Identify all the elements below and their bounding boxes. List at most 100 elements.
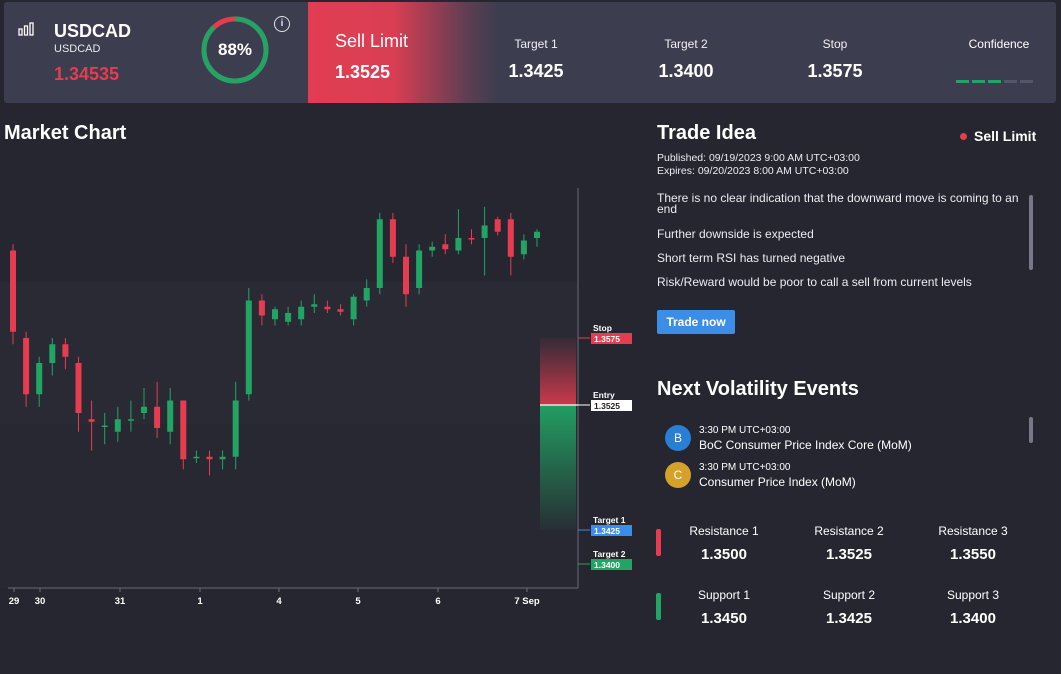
order-type-label: Sell Limit bbox=[335, 31, 409, 51]
market-chart[interactable]: Stop 1.3575 Entry 1.3525 Target 1 1.3425 Targe… bbox=[0, 150, 640, 610]
volatility-title: Next Volatility Events bbox=[657, 378, 859, 400]
idea-point: Risk/Reward would be poor to call a sell… bbox=[657, 275, 972, 289]
support-3: Support 3 1.3400 bbox=[913, 588, 1033, 627]
expires-date: Expires: 09/20/2023 8:00 AM UTC+03:00 bbox=[657, 165, 849, 177]
candle-body bbox=[101, 425, 108, 427]
candle-body bbox=[429, 246, 436, 251]
target1-label: Target 1 bbox=[514, 37, 558, 51]
x-tick-label: 6 bbox=[435, 596, 440, 607]
candle-body bbox=[494, 219, 501, 232]
info-icon[interactable]: i bbox=[274, 16, 290, 32]
entry-label: Entry bbox=[593, 390, 615, 400]
candle-body bbox=[350, 296, 357, 320]
x-tick-label: 30 bbox=[35, 596, 46, 607]
candle-body bbox=[442, 244, 449, 250]
confidence-bar bbox=[988, 80, 1001, 83]
candle-body bbox=[127, 419, 134, 421]
candle-body bbox=[10, 250, 16, 332]
candle-body bbox=[311, 304, 318, 307]
candle-body bbox=[23, 338, 30, 395]
support-value: 1.3425 bbox=[826, 610, 872, 627]
confidence-bars bbox=[956, 70, 1036, 88]
event-name: BoC Consumer Price Index Core (MoM) bbox=[699, 438, 912, 452]
support-1: Support 1 1.3450 bbox=[664, 588, 784, 627]
x-tick-label: 1 bbox=[197, 596, 203, 607]
target2-tag bbox=[591, 559, 632, 570]
stop-tag bbox=[591, 333, 632, 344]
candle-body bbox=[49, 344, 56, 363]
resistance-label: Resistance 1 bbox=[689, 524, 759, 538]
candle-body bbox=[219, 456, 226, 460]
candle-body bbox=[167, 400, 174, 432]
published-date: Published: 09/19/2023 9:00 AM UTC+03:00 bbox=[657, 152, 860, 164]
support-label: Support 2 bbox=[822, 588, 876, 602]
trade-idea-title: Trade Idea bbox=[657, 122, 756, 144]
candle-body bbox=[468, 238, 475, 240]
target2-label: Target 2 bbox=[593, 549, 626, 559]
candle-body bbox=[75, 363, 82, 413]
currency-badge-icon: C bbox=[665, 462, 691, 488]
candle-body bbox=[180, 400, 187, 460]
candle-body bbox=[245, 300, 252, 395]
resistance-value: 1.3525 bbox=[826, 546, 872, 563]
target1-value: 1.3425 bbox=[594, 526, 620, 536]
order-type-box: Sell Limit 1.3525 bbox=[308, 2, 498, 103]
candle-body bbox=[36, 363, 43, 395]
trade-now-button[interactable]: Trade now bbox=[657, 310, 735, 334]
support-value: 1.3450 bbox=[701, 610, 747, 627]
volatility-scrollbar[interactable] bbox=[1029, 417, 1033, 443]
confidence-label: Confidence bbox=[968, 37, 1030, 51]
target2-value: 1.3400 bbox=[594, 560, 620, 570]
candle-body bbox=[416, 250, 423, 288]
candle-body bbox=[232, 400, 239, 457]
bar-chart-icon[interactable] bbox=[18, 22, 34, 36]
support-value: 1.3400 bbox=[950, 610, 996, 627]
sell-dot-icon bbox=[960, 133, 967, 140]
candle-body bbox=[481, 225, 488, 238]
candle-body bbox=[258, 300, 265, 316]
stop-label: Stop bbox=[822, 37, 848, 51]
trade-header: USDCAD USDCAD 1.34535 88% i Sell Limit 1… bbox=[4, 2, 1056, 103]
candle-body bbox=[507, 219, 514, 257]
symbol-subtitle: USDCAD bbox=[54, 43, 101, 55]
market-chart-title: Market Chart bbox=[4, 122, 127, 144]
target2-label: Target 2 bbox=[664, 37, 708, 51]
currency-badge-icon: B bbox=[665, 425, 691, 451]
candle-body bbox=[206, 456, 213, 460]
chart-band bbox=[0, 282, 578, 424]
resistance-1: Resistance 1 1.3500 bbox=[664, 524, 784, 563]
candle-body bbox=[193, 456, 200, 459]
candle-body bbox=[88, 419, 95, 422]
confidence-bar bbox=[956, 80, 969, 83]
idea-point: There is no clear indication that the do… bbox=[657, 191, 1019, 216]
target1-label: Target 1 bbox=[593, 515, 626, 525]
entry-value: 1.3525 bbox=[594, 401, 620, 411]
event-time: 3:30 PM UTC+03:00 bbox=[699, 425, 791, 436]
candle-body bbox=[154, 406, 161, 428]
entry-tag bbox=[591, 400, 632, 411]
target2-value: 1.3400 bbox=[658, 61, 714, 81]
target2-column: Target 2 1.3400 bbox=[626, 37, 746, 82]
candle-body bbox=[62, 344, 69, 357]
target1-column: Target 1 1.3425 bbox=[476, 37, 596, 82]
x-tick-label: 29 bbox=[9, 596, 20, 607]
support-2: Support 2 1.3425 bbox=[789, 588, 909, 627]
candle-body bbox=[337, 309, 344, 312]
candle-body bbox=[298, 306, 305, 320]
entry-price: 1.3525 bbox=[335, 62, 391, 82]
candle-body bbox=[363, 288, 370, 301]
support-label: Support 3 bbox=[946, 588, 1000, 602]
current-price: 1.34535 bbox=[54, 64, 120, 84]
resistance-indicator bbox=[656, 529, 661, 556]
candle-body bbox=[114, 419, 121, 432]
candle-body bbox=[285, 313, 292, 322]
x-tick-label: 7 Sep bbox=[514, 596, 540, 607]
candle-body bbox=[534, 231, 540, 238]
confidence-bar bbox=[1020, 80, 1033, 83]
trade-idea-scrollbar[interactable] bbox=[1029, 195, 1033, 270]
target1-tag bbox=[591, 525, 632, 536]
candle-body bbox=[324, 306, 331, 310]
candle-body bbox=[389, 219, 396, 257]
resistance-value: 1.3500 bbox=[701, 546, 747, 563]
